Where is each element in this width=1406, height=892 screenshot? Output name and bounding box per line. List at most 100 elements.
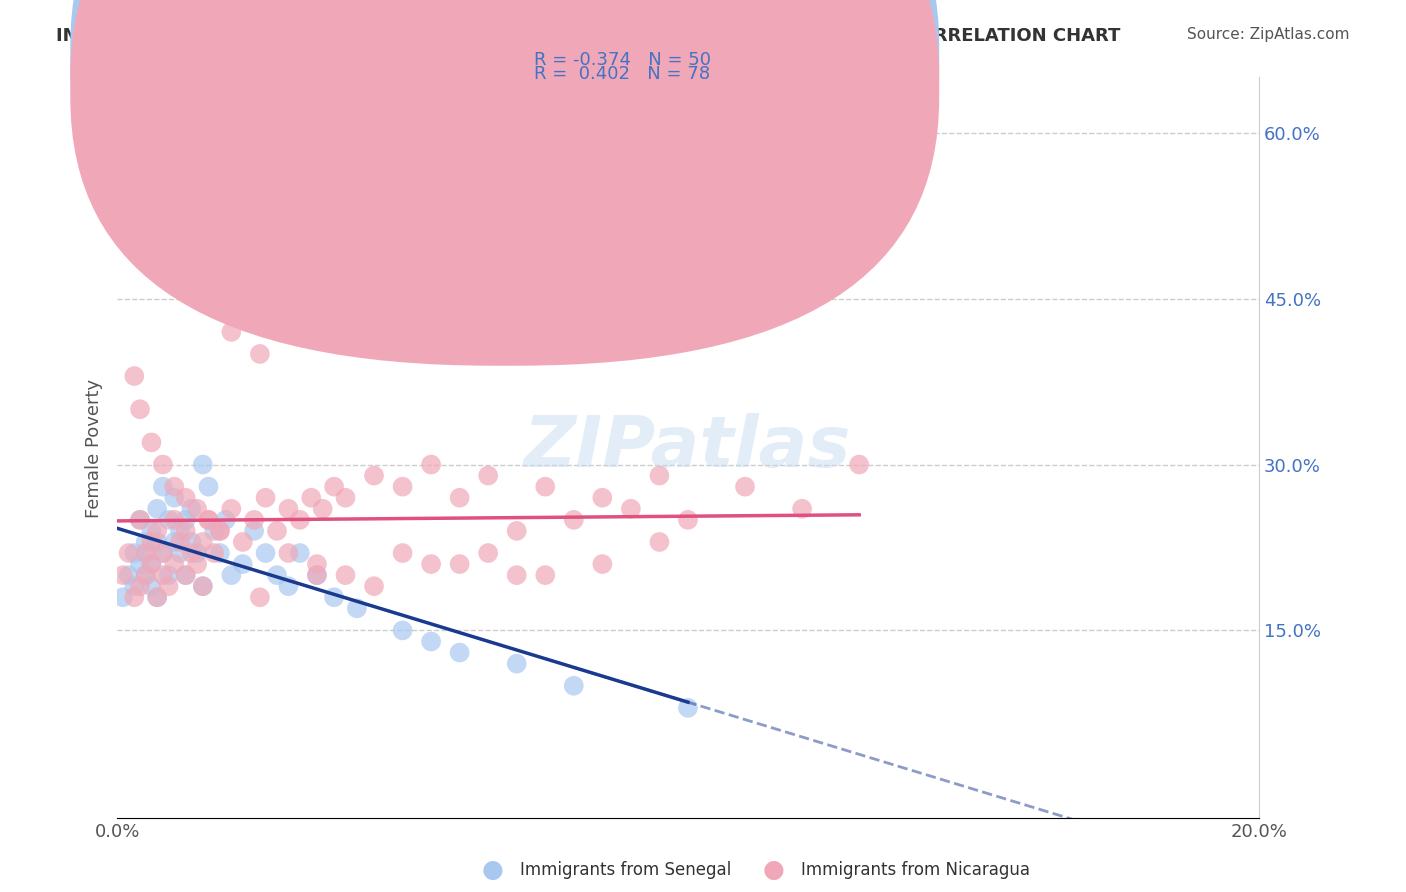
Point [174, 524, 197, 538]
Point [174, 568, 197, 582]
Point [449, 491, 471, 505]
Point [254, 491, 277, 505]
Point [299, 491, 322, 505]
Point [124, 546, 146, 560]
Point [152, 458, 174, 472]
Point [135, 546, 157, 560]
Point [197, 480, 219, 494]
Point [191, 458, 214, 472]
Point [197, 513, 219, 527]
Point [174, 513, 197, 527]
Point [191, 579, 214, 593]
Point [391, 624, 413, 638]
Point [141, 579, 163, 593]
Point [790, 501, 813, 516]
Text: Immigrants from Senegal: Immigrants from Senegal [520, 861, 731, 879]
Point [146, 524, 169, 538]
Point [169, 546, 191, 560]
Point [141, 435, 163, 450]
Point [191, 579, 214, 593]
Point [163, 535, 186, 549]
Point [152, 480, 174, 494]
Point [391, 480, 413, 494]
Point [335, 491, 357, 505]
Text: ●: ● [481, 858, 503, 881]
Text: ZIPatlas: ZIPatlas [524, 414, 852, 483]
Point [305, 568, 328, 582]
Point [266, 568, 288, 582]
Point [477, 546, 499, 560]
Point [221, 325, 243, 339]
Y-axis label: Female Poverty: Female Poverty [86, 378, 103, 517]
Point [346, 601, 368, 615]
Point [208, 524, 231, 538]
Point [562, 513, 585, 527]
Point [277, 579, 299, 593]
Point [152, 568, 174, 582]
Point [157, 579, 180, 593]
Point [449, 557, 471, 571]
Point [191, 535, 214, 549]
Point [221, 568, 243, 582]
Point [288, 546, 311, 560]
Text: R = -0.374   N = 50: R = -0.374 N = 50 [534, 51, 711, 69]
Point [135, 568, 157, 582]
Point [648, 468, 671, 483]
Point [163, 513, 186, 527]
Point [477, 468, 499, 483]
Point [506, 524, 529, 538]
Point [141, 557, 163, 571]
Point [363, 468, 385, 483]
Text: Source: ZipAtlas.com: Source: ZipAtlas.com [1187, 27, 1350, 42]
Point [323, 591, 346, 605]
Point [146, 501, 169, 516]
Point [208, 546, 231, 560]
Point [249, 591, 271, 605]
Point [186, 557, 208, 571]
Point [186, 546, 208, 560]
Point [620, 501, 643, 516]
Point [232, 557, 254, 571]
Point [249, 347, 271, 361]
Point [117, 546, 139, 560]
Point [534, 480, 557, 494]
Text: R =  0.402   N = 78: R = 0.402 N = 78 [534, 65, 710, 83]
Point [335, 568, 357, 582]
Point [186, 501, 208, 516]
Point [534, 568, 557, 582]
Point [146, 535, 169, 549]
Point [305, 568, 328, 582]
Point [180, 535, 202, 549]
Point [197, 513, 219, 527]
Point [208, 524, 231, 538]
Point [141, 557, 163, 571]
Point [152, 546, 174, 560]
Point [420, 634, 443, 648]
Point [111, 591, 134, 605]
Point [129, 557, 152, 571]
Point [243, 524, 266, 538]
Point [323, 480, 346, 494]
Point [391, 546, 413, 560]
Point [146, 591, 169, 605]
Point [157, 513, 180, 527]
Point [591, 557, 613, 571]
Point [243, 513, 266, 527]
Point [124, 591, 146, 605]
Point [648, 535, 671, 549]
Point [449, 646, 471, 660]
Point [163, 480, 186, 494]
Point [117, 568, 139, 582]
Point [420, 458, 443, 472]
Point [111, 568, 134, 582]
Point [129, 579, 152, 593]
Point [676, 513, 699, 527]
Point [305, 557, 328, 571]
Point [152, 546, 174, 560]
Point [129, 513, 152, 527]
Text: IMMIGRANTS FROM SENEGAL VS IMMIGRANTS FROM NICARAGUA FEMALE POVERTY CORRELATION : IMMIGRANTS FROM SENEGAL VS IMMIGRANTS FR… [56, 27, 1121, 45]
Point [169, 535, 191, 549]
Point [221, 501, 243, 516]
Point [174, 568, 197, 582]
Point [124, 369, 146, 384]
